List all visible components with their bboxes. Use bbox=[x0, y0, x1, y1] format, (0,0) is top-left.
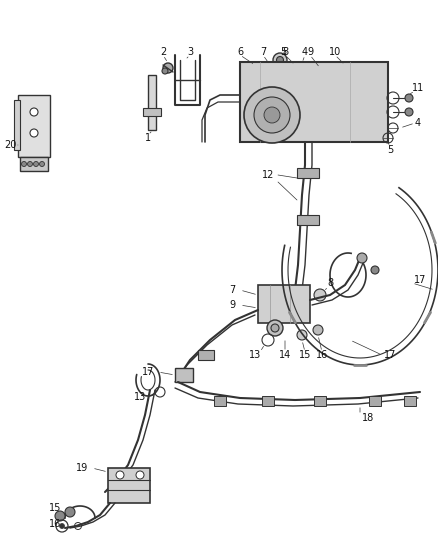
Text: 19: 19 bbox=[76, 463, 88, 473]
Circle shape bbox=[162, 68, 168, 74]
Bar bbox=[240, 62, 388, 142]
Text: 13: 13 bbox=[134, 392, 146, 402]
Text: 11: 11 bbox=[412, 83, 424, 93]
Circle shape bbox=[371, 266, 379, 274]
Text: 1: 1 bbox=[145, 133, 151, 143]
Text: 9: 9 bbox=[307, 47, 313, 57]
Bar bbox=[143, 108, 161, 116]
Text: 5: 5 bbox=[387, 145, 393, 155]
Bar bbox=[18, 95, 50, 157]
Text: 2: 2 bbox=[160, 47, 166, 57]
Circle shape bbox=[60, 523, 64, 529]
Text: 14: 14 bbox=[279, 350, 291, 360]
Circle shape bbox=[254, 97, 290, 133]
Circle shape bbox=[264, 107, 280, 123]
Text: 9: 9 bbox=[229, 300, 235, 310]
Circle shape bbox=[116, 471, 124, 479]
Text: 6: 6 bbox=[237, 47, 243, 57]
Circle shape bbox=[271, 324, 279, 332]
Text: 4: 4 bbox=[415, 118, 421, 128]
Text: 17: 17 bbox=[142, 367, 154, 377]
Text: 15: 15 bbox=[49, 503, 61, 513]
Circle shape bbox=[276, 56, 283, 63]
Text: 18: 18 bbox=[362, 413, 374, 423]
Circle shape bbox=[39, 161, 45, 166]
Circle shape bbox=[313, 325, 323, 335]
Circle shape bbox=[136, 471, 144, 479]
Bar bbox=[404, 396, 416, 406]
Text: 7: 7 bbox=[260, 47, 266, 57]
Circle shape bbox=[405, 94, 413, 102]
Bar bbox=[297, 168, 319, 178]
Text: 13: 13 bbox=[249, 350, 261, 360]
Text: 4: 4 bbox=[302, 47, 308, 57]
Circle shape bbox=[33, 161, 39, 166]
Text: 17: 17 bbox=[384, 350, 396, 360]
Bar bbox=[175, 368, 193, 382]
Circle shape bbox=[267, 320, 283, 336]
Bar bbox=[108, 468, 150, 503]
Circle shape bbox=[244, 87, 300, 143]
Text: 15: 15 bbox=[299, 350, 311, 360]
Circle shape bbox=[65, 507, 75, 517]
Circle shape bbox=[55, 511, 65, 521]
Circle shape bbox=[28, 161, 32, 166]
Text: 7: 7 bbox=[229, 285, 235, 295]
Circle shape bbox=[30, 129, 38, 137]
Circle shape bbox=[314, 289, 326, 301]
Circle shape bbox=[357, 253, 367, 263]
Bar bbox=[214, 396, 226, 406]
Bar bbox=[262, 396, 274, 406]
Text: 8: 8 bbox=[282, 47, 288, 57]
Bar bbox=[297, 215, 319, 225]
Circle shape bbox=[405, 108, 413, 116]
Text: 12: 12 bbox=[262, 170, 274, 180]
Text: 16: 16 bbox=[49, 519, 61, 529]
Circle shape bbox=[21, 161, 27, 166]
Text: 10: 10 bbox=[329, 47, 341, 57]
Bar bbox=[314, 396, 326, 406]
Text: 17: 17 bbox=[414, 275, 426, 285]
Circle shape bbox=[273, 53, 287, 67]
Circle shape bbox=[163, 63, 173, 73]
Bar bbox=[258, 285, 310, 323]
Bar bbox=[369, 396, 381, 406]
Bar bbox=[198, 350, 214, 360]
Circle shape bbox=[297, 330, 307, 340]
Bar bbox=[148, 75, 156, 130]
Text: 8: 8 bbox=[327, 278, 333, 288]
Text: 3: 3 bbox=[187, 47, 193, 57]
Circle shape bbox=[30, 108, 38, 116]
Text: 5: 5 bbox=[280, 47, 286, 57]
Text: 20: 20 bbox=[4, 140, 16, 150]
Text: 16: 16 bbox=[316, 350, 328, 360]
Bar bbox=[14, 100, 20, 150]
Bar bbox=[20, 157, 48, 171]
